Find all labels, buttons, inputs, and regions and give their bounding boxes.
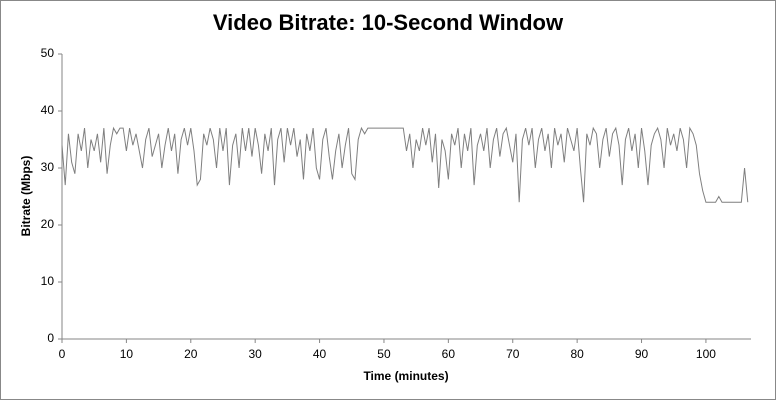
data-line [61,126,749,203]
x-tick-label: 70 [506,347,520,361]
x-axis-title: Time (minutes) [363,369,448,383]
y-tick-label: 40 [41,103,55,117]
y-tick-label: 10 [41,274,55,288]
y-tick-label: 50 [41,46,55,60]
x-tick-label: 20 [184,347,198,361]
x-tick-label: 50 [377,347,391,361]
x-tick-label: 0 [59,347,66,361]
x-tick-label: 10 [120,347,134,361]
y-tick-label: 20 [41,217,55,231]
y-tick-label: 30 [41,160,55,174]
x-tick-label: 30 [248,347,262,361]
x-tick-label: 40 [313,347,327,361]
y-tick-label: 0 [47,331,54,345]
chart-title: Video Bitrate: 10-Second Window [213,10,564,35]
x-tick-label: 60 [442,347,456,361]
x-tick-label: 90 [635,347,649,361]
x-tick-label: 80 [570,347,584,361]
x-tick-label: 100 [696,347,716,361]
y-axis-title: Bitrate (Mbps) [19,156,33,237]
